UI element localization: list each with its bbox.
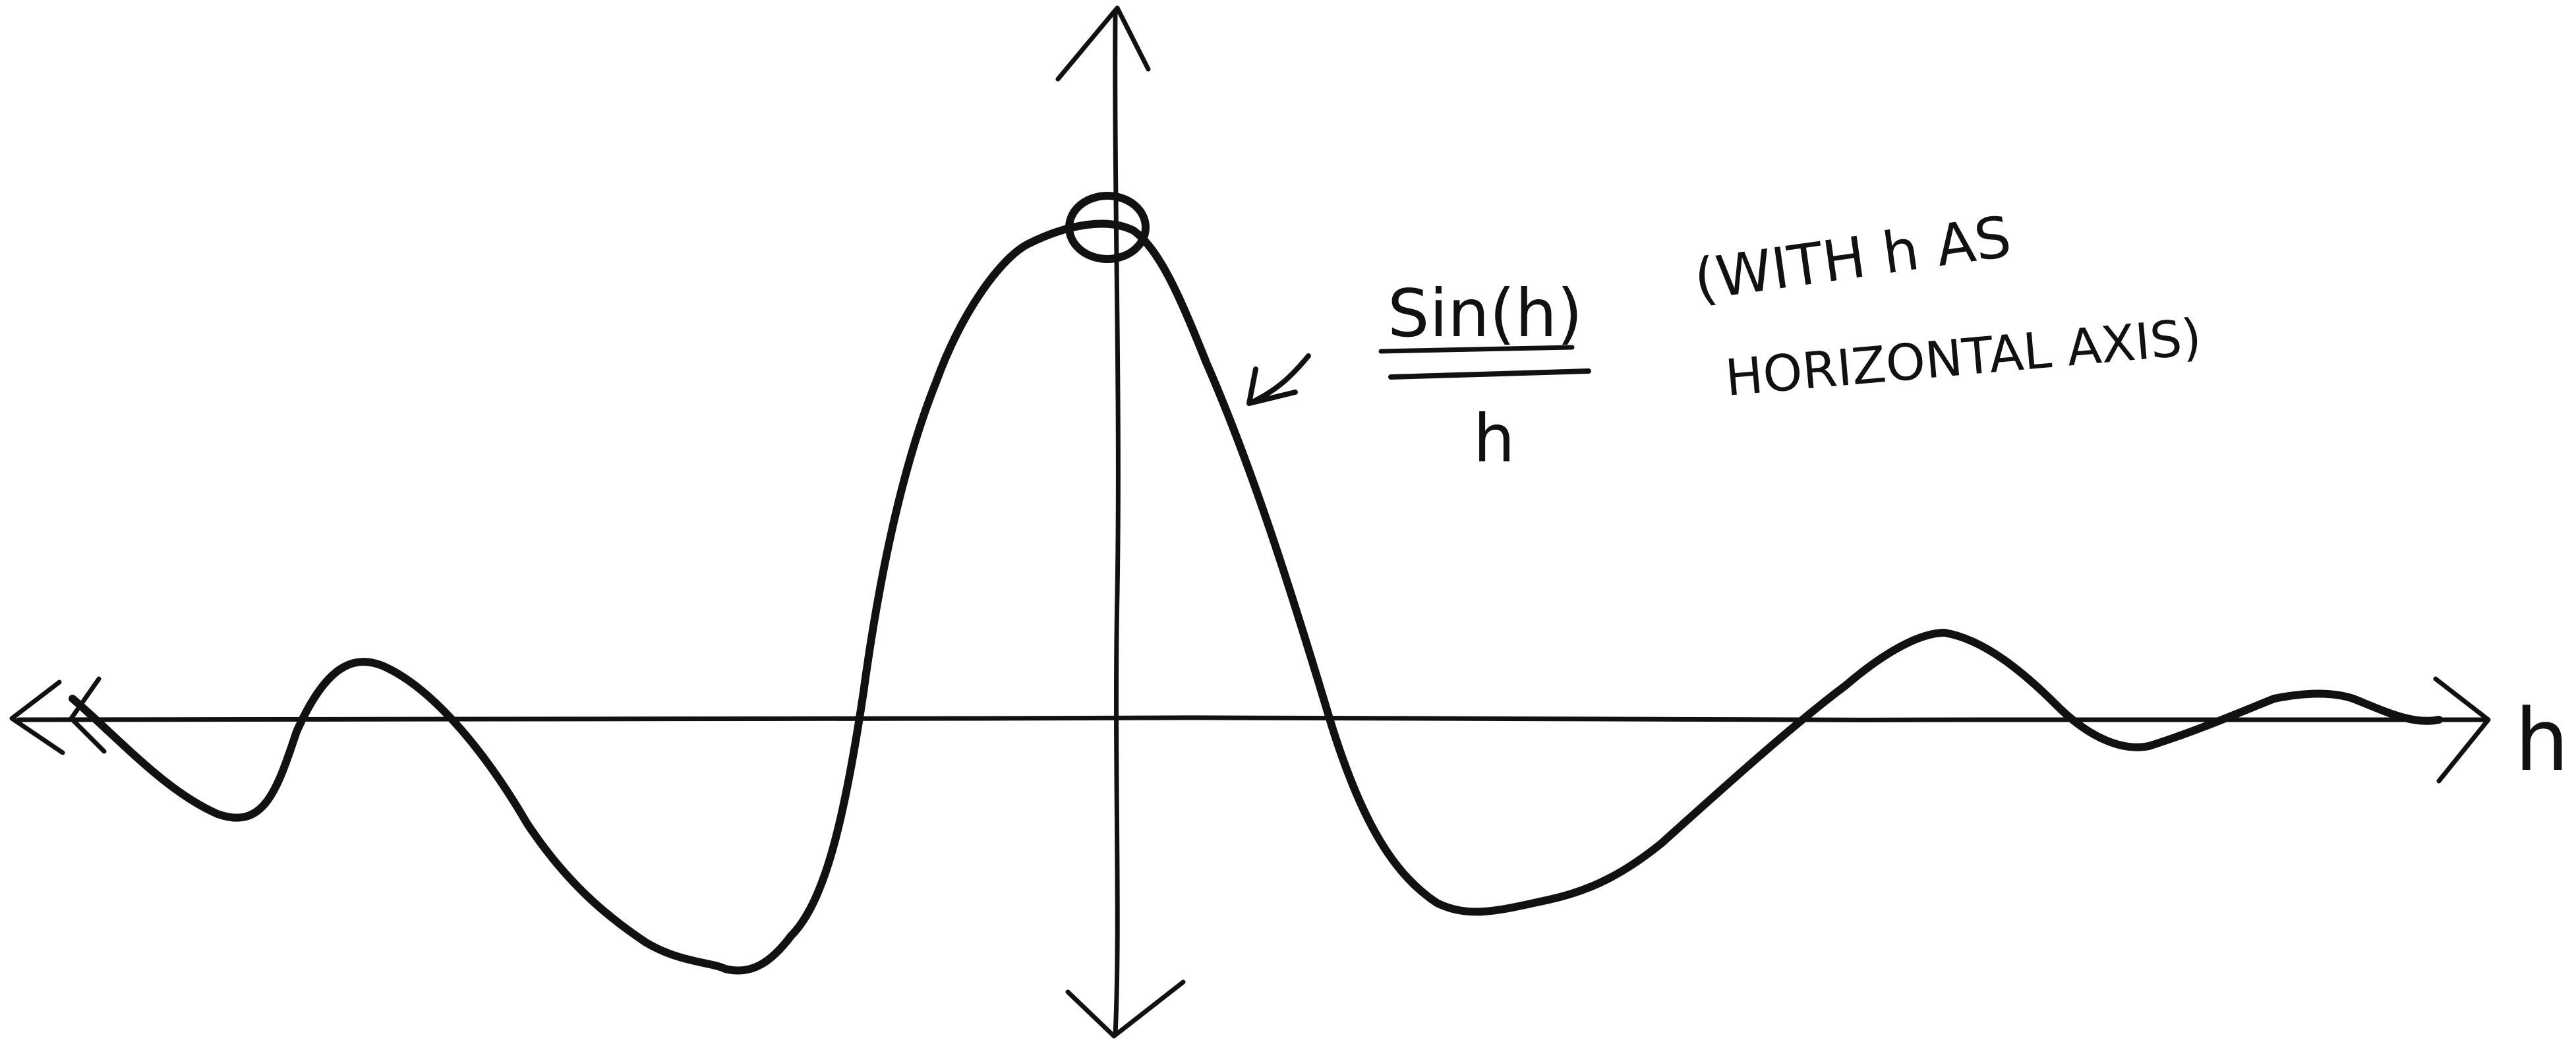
sinc-curve — [69, 219, 2443, 975]
fraction-bar — [1388, 368, 1591, 380]
axis-note-line2: HORIZONTAL AXIS) — [1723, 307, 2204, 407]
horizontal-axis — [16, 715, 2488, 723]
annotation-arrowhead — [1246, 366, 1298, 406]
fraction-numerator: Sin(h) — [1388, 275, 1583, 352]
left-axis-arrowhead — [9, 680, 65, 755]
top-axis-arrowhead — [1055, 5, 1151, 82]
horizontal-axis-label: h — [2515, 690, 2569, 790]
hole-at-peak — [1065, 192, 1150, 263]
vertical-axis — [1113, 11, 1121, 1037]
right-axis-arrowhead — [2433, 676, 2491, 784]
annotation-arrow-shaft — [1250, 353, 1311, 405]
axis-note-line1: (WITH h AS — [1690, 204, 2015, 313]
numerator-underline — [1378, 345, 1575, 354]
fraction-denominator: h — [1473, 400, 1515, 477]
bottom-axis-arrowhead — [1065, 979, 1186, 1039]
left-axis-arrowhead-second — [69, 676, 107, 754]
